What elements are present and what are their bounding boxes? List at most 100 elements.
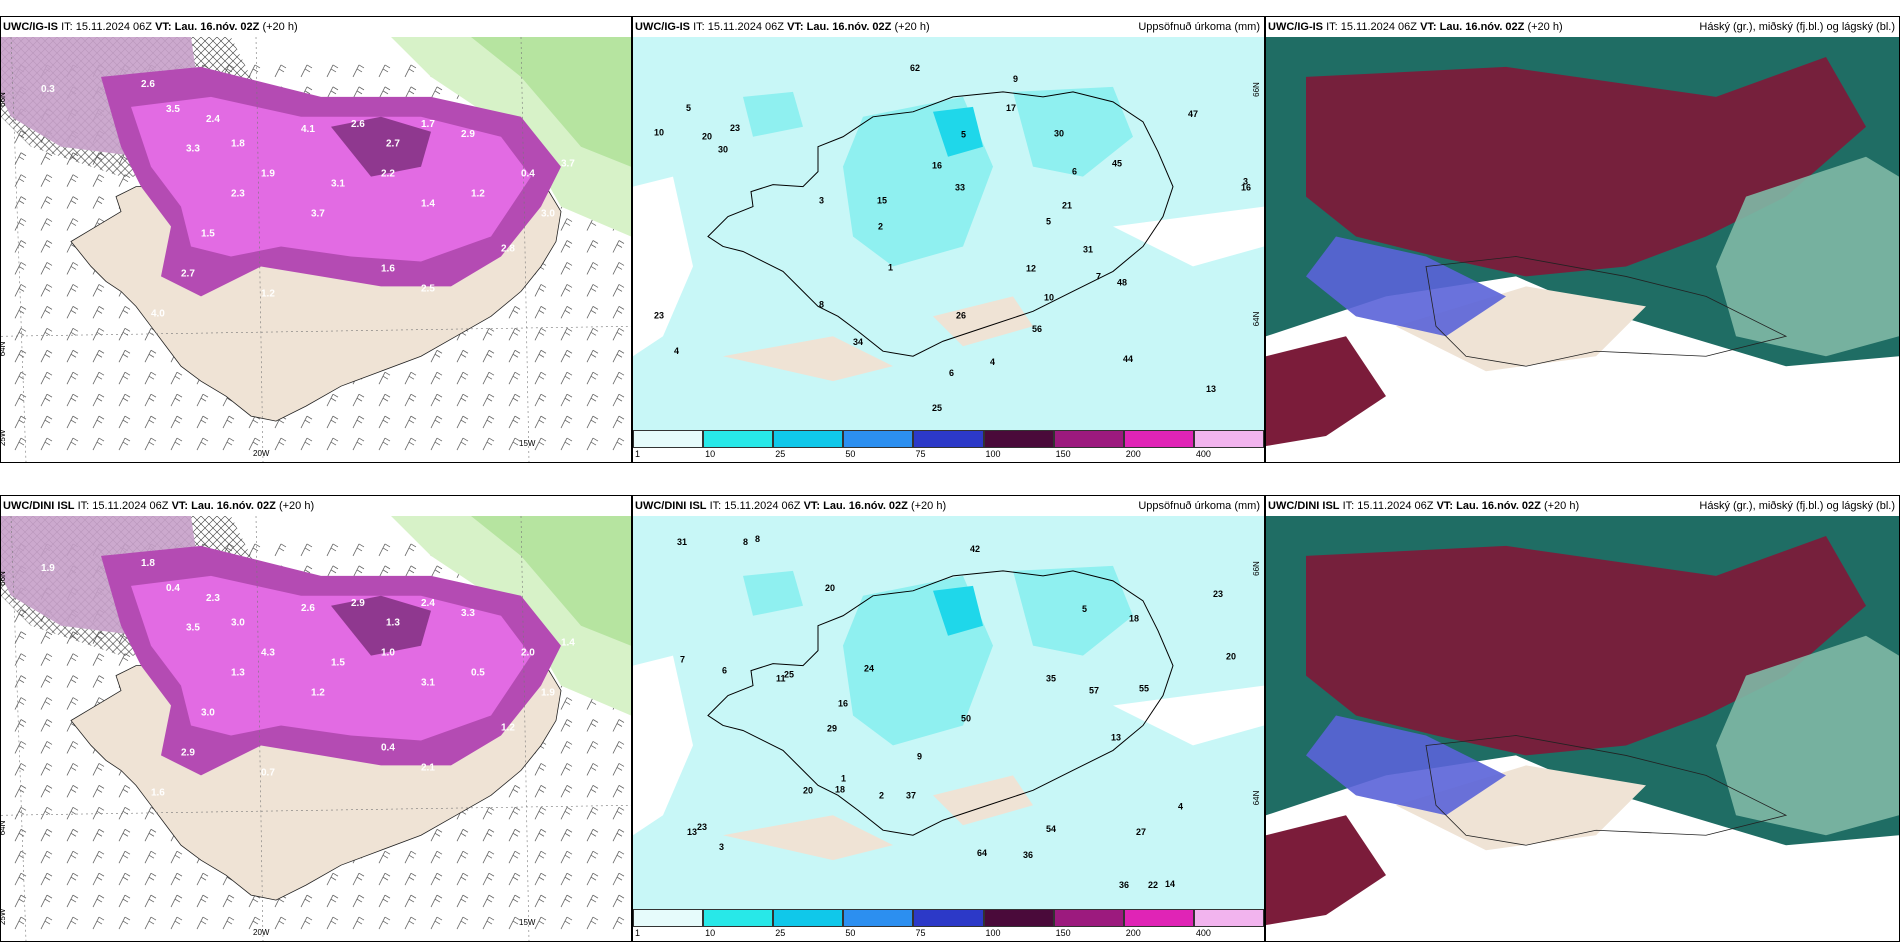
- accum-value-label: 9: [917, 751, 922, 761]
- accum-value-label: 42: [970, 544, 980, 554]
- lead-time: (+20 h): [910, 500, 947, 512]
- mid-cloud: [1716, 156, 1899, 357]
- colorbar-tick-label: 150: [1055, 928, 1071, 938]
- accum-value-label: 4: [990, 357, 995, 367]
- panel-clouds-ig: UWC/IG-IS IT: 15.11.2024 06Z VT: Lau. 16…: [1265, 16, 1900, 463]
- precip-value-label: 3.0: [201, 708, 215, 719]
- precip-value-label: 0.4: [166, 583, 180, 594]
- precip-value-label: 3.0: [541, 209, 555, 220]
- lat-label: 66N: [1, 92, 7, 107]
- white-area: [633, 655, 693, 836]
- lon-label: 15W: [519, 918, 536, 927]
- precip-value-label: 1.9: [41, 563, 55, 574]
- iceland-coast: [1425, 735, 1788, 846]
- precip-value-label: 2.9: [181, 747, 195, 758]
- high-cloud: [1266, 336, 1386, 447]
- panel-header: UWC/DINI ISL IT: 15.11.2024 06Z VT: Lau.…: [633, 496, 1264, 516]
- accum-value-label: 18: [1129, 614, 1139, 624]
- panel-title: Uppsöfnuð úrkoma (mm): [1138, 21, 1260, 33]
- precip-value-label: 0.5: [471, 668, 485, 679]
- accum-value-label: 2: [878, 222, 883, 232]
- model-name: UWC/IG-IS: [635, 21, 690, 33]
- colorbar-tick-label: 100: [985, 449, 1001, 459]
- land-patch: [933, 775, 1033, 826]
- accum-value-label: 50: [961, 713, 971, 723]
- accum-value-label: 29: [827, 723, 837, 733]
- colorbar-swatch: [633, 430, 704, 448]
- colorbar-tick-label: 75: [915, 928, 926, 938]
- precip-value-label: 4.0: [151, 308, 165, 319]
- colorbar: 1 10 25 50 75 100 150 200 400: [633, 430, 1264, 462]
- colorbar-tick-label: 75: [915, 449, 926, 459]
- accum-value-label: 25: [932, 403, 942, 413]
- precip-value-label: 2.3: [206, 593, 220, 604]
- lon-label: 20W: [253, 928, 270, 937]
- colorbar-swatch: [983, 430, 1054, 448]
- panel-accum-ig: UWC/IG-IS IT: 15.11.2024 06Z VT: Lau. 16…: [632, 16, 1265, 463]
- it-value: 15.11.2024 06Z: [1340, 21, 1417, 33]
- precip-value-label: 0.4: [521, 169, 535, 180]
- low-cloud: [1306, 715, 1506, 816]
- land-patch: [933, 296, 1033, 347]
- accum-value-label: 33: [955, 183, 965, 193]
- accum-value-label: 36: [1119, 880, 1129, 890]
- accum-value-label: 22: [1148, 880, 1158, 890]
- precip-value-label: 0.4: [381, 742, 395, 753]
- colorbar-tick-label: 150: [1055, 449, 1071, 459]
- accum-value-label: 9: [1013, 74, 1018, 84]
- colorbar-swatch: [1053, 430, 1124, 448]
- panel-header: UWC/IG-IS IT: 15.11.2024 06Z VT: Lau. 16…: [1266, 17, 1899, 37]
- accum-area: [743, 91, 803, 137]
- accum-area: [1013, 565, 1133, 656]
- colorbar-tick-label: 10: [705, 449, 716, 459]
- model-name: UWC/IG-IS: [1268, 21, 1323, 33]
- accum-value-label: 4: [1178, 801, 1183, 811]
- precip-value-label: 3.3: [461, 608, 475, 619]
- accum-value-label: 8: [819, 299, 824, 309]
- colorbar-swatch: [1053, 909, 1124, 927]
- accum-value-label: 16: [1241, 183, 1251, 193]
- colorbar-swatch: [913, 909, 984, 927]
- vt-label: VT:: [1420, 21, 1437, 33]
- land-patch: [723, 815, 893, 861]
- accum-value-label: 5: [1046, 217, 1051, 227]
- accum-value-label: 31: [677, 537, 687, 547]
- precip-area-strong: [131, 96, 531, 262]
- vt-value: Lau. 16.nóv. 02Z: [191, 500, 276, 512]
- precip-value-label: 3.7: [561, 159, 575, 170]
- accum-value-label: 37: [906, 790, 916, 800]
- iceland-coast: [707, 91, 1174, 357]
- colorbar-swatch: [1193, 430, 1264, 448]
- vt-value: Lau. 16.nóv. 02Z: [1439, 21, 1525, 33]
- accum-value-label: 3: [719, 842, 724, 852]
- lead-time: (+20 h): [262, 21, 298, 33]
- colorbar-swatch: [773, 430, 844, 448]
- precip-value-label: 1.4: [421, 199, 435, 210]
- accum-value-label: 47: [1188, 109, 1198, 119]
- vt-label: VT:: [1436, 500, 1454, 512]
- accum-value-label: 3: [819, 196, 824, 206]
- accum-value-label: 1: [888, 262, 893, 272]
- accum-value-label: 10: [1044, 292, 1054, 302]
- precip-value-label: 1.8: [231, 139, 245, 150]
- accum-value-label: 1: [841, 773, 846, 783]
- precip-value-label: 1.2: [311, 688, 325, 699]
- map-area: 1.9 1.8 0.4 2.3 3.5 3.0 2.6 2.9 1.3 2.4 3.3 1.0 1.5 4…: [1, 516, 631, 941]
- precip-value-label: 1.2: [501, 723, 515, 734]
- precip-value-label: 2.1: [421, 762, 435, 773]
- lat-label: 64N: [1252, 790, 1261, 805]
- accum-value-label: 23: [697, 822, 707, 832]
- colorbar: 1 10 25 50 75 100 150 200 400: [633, 909, 1264, 941]
- accum-value-label: 18: [835, 784, 845, 794]
- model-name: UWC/DINI ISL: [3, 500, 75, 512]
- map-area: 9 11 8 13 14 20 37 29 18 57 55 42 31 36 16 54 50 20 23 24 22…: [633, 516, 1264, 909]
- it-label: IT:: [61, 21, 73, 33]
- colorbar-tick-label: 50: [845, 449, 856, 459]
- colorbar-tick-label: 200: [1125, 449, 1141, 459]
- precip-value-label: 0.3: [41, 84, 55, 95]
- colorbar-swatch: [1123, 909, 1194, 927]
- panel-title: Háský (gr.), miðský (fj.bl.) og lágský (…: [1699, 500, 1895, 512]
- green-area-dark: [471, 516, 631, 646]
- accum-value-label: 10: [654, 128, 664, 138]
- accum-value-label: 20: [825, 583, 835, 593]
